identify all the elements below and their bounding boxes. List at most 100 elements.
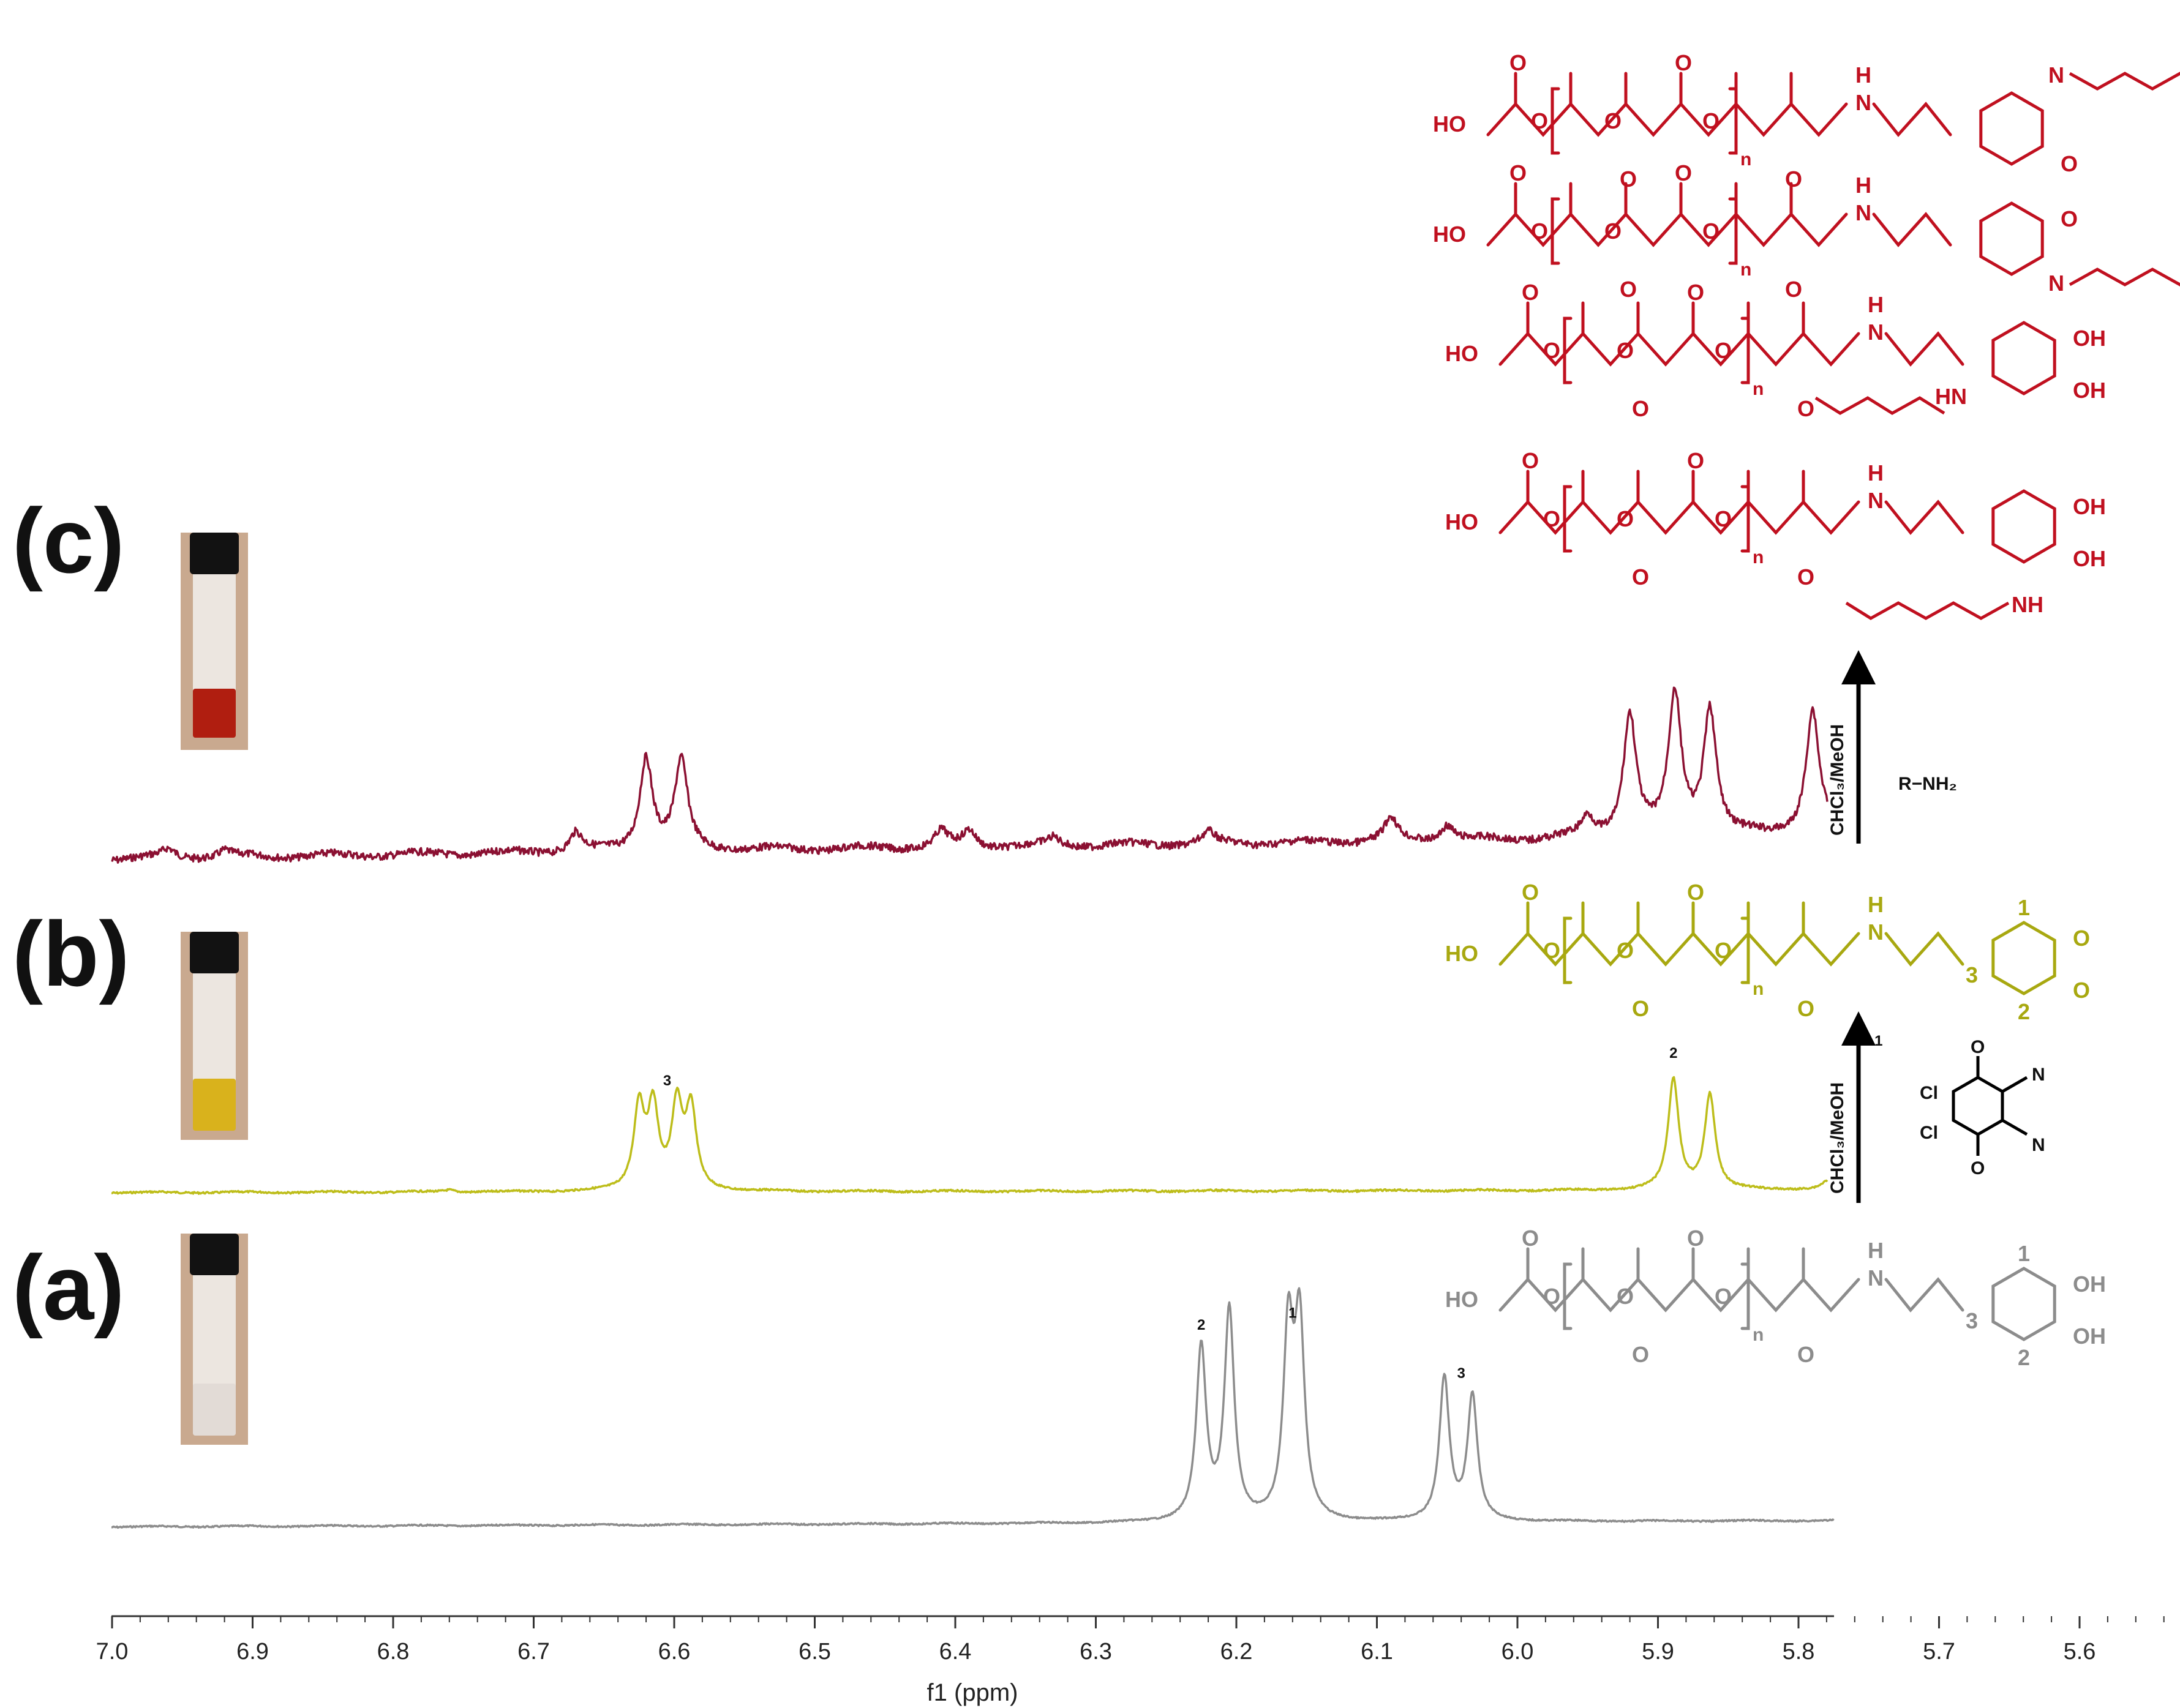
hydroxyl-label: HO: [1445, 341, 1478, 366]
structure-c3: HO n O O O O O O O NH OH OH HN: [1445, 280, 2106, 421]
ddq-ring: [1952, 1076, 2004, 1136]
panel-label-b: (b): [12, 902, 130, 1005]
peak-label-a-3: 3: [1457, 1365, 1465, 1382]
ring-position-3: 3: [1966, 962, 1978, 987]
amide-hydrogen: H: [1868, 892, 1884, 917]
quinone-oxygen: O: [2061, 206, 2078, 231]
amide-hydrogen: H: [1855, 173, 1871, 198]
ester-oxygen: O: [1715, 1284, 1732, 1309]
spectrum-a: [111, 1287, 1835, 1529]
repeat-subscript: n: [1753, 979, 1764, 999]
carbonyl-oxygen: O: [1632, 996, 1649, 1021]
repeat-bracket-left: [1563, 916, 1573, 984]
repeat-bracket-right: [1740, 1262, 1750, 1330]
x-tick-label-6.9: 6.9: [236, 1639, 269, 1665]
vial-photo-c: [181, 533, 248, 750]
structure-a: HO n O O O O O O O NH OH OH 1 3 2: [1445, 1226, 2106, 1370]
ethyl-linker: [1884, 1277, 1964, 1313]
repeat-subscript: n: [1753, 1325, 1764, 1345]
ddq-bond: [2001, 1076, 2028, 1093]
ddq-cl-bottom: Cl: [1920, 1123, 1938, 1143]
aromatic-ring: [1991, 321, 2056, 395]
repeat-bracket-left: [1563, 485, 1573, 553]
carbonyl-oxygen: O: [1509, 160, 1527, 185]
carbonyl-oxygen: O: [1797, 396, 1814, 421]
vial-liquid: [193, 1384, 236, 1436]
ester-oxygen: O: [1531, 219, 1548, 244]
aromatic-ring: [1991, 489, 2056, 564]
repeat-bracket-right: [1728, 197, 1738, 265]
spectrum-b: [111, 1076, 1829, 1195]
peak-label-a-1: 1: [1288, 1305, 1296, 1321]
peak-label-b-3: 3: [663, 1073, 671, 1089]
hydroxyl-label: HO: [1445, 941, 1478, 966]
vial-liquid: [193, 689, 236, 738]
amide-hydrogen: H: [1868, 1238, 1884, 1263]
hydroxyl-label: HO: [1445, 1287, 1478, 1312]
aromatic-ring: [1991, 921, 2056, 995]
quinone-oxygen: O: [2073, 978, 2090, 1003]
ring-position-1: 1: [2018, 1241, 2030, 1266]
structure-c4: HO n O O O O O O O NH OH OH NH: [1445, 448, 2106, 620]
repeat-subscript: n: [1740, 149, 1751, 170]
quinone-oxygen: O: [2073, 926, 2090, 951]
amide-nitrogen: N: [1868, 1265, 1884, 1290]
hydroxyl-label: HO: [1433, 222, 1466, 247]
spectrum-c: [111, 686, 1829, 864]
ester-oxygen: O: [1617, 1284, 1634, 1309]
amide-hydrogen: H: [1855, 62, 1871, 88]
carbonyl-oxygen: O: [1687, 280, 1704, 305]
carbonyl-oxygen: O: [1675, 50, 1692, 75]
ethyl-linker: [1872, 212, 1952, 247]
carbonyl-oxygen: O: [1632, 396, 1649, 421]
carbonyl-oxygen: O: [1620, 167, 1637, 192]
solvent-label-upper: CHCl₃/MeOH: [1827, 724, 1847, 836]
repeat-bracket-right: [1740, 317, 1750, 384]
carbonyl-oxygen: O: [1797, 564, 1814, 590]
ring-position-2: 2: [2018, 999, 2030, 1024]
carbonyl-oxygen: O: [1509, 50, 1527, 75]
amide-nitrogen: N: [1855, 90, 1871, 115]
vial-cap: [190, 1234, 239, 1275]
aromatic-ring: [1979, 91, 2044, 166]
x-tick-label-7.0: 7.0: [96, 1639, 129, 1665]
repeat-bracket-right: [1728, 87, 1738, 155]
x-tick-label-6.6: 6.6: [658, 1639, 691, 1665]
ester-oxygen: O: [1702, 108, 1720, 133]
carbonyl-oxygen: O: [1675, 160, 1692, 185]
hexyl-chain: [2069, 72, 2180, 91]
vial-liquid: [193, 1079, 236, 1131]
x-tick-label-6.0: 6.0: [1502, 1639, 1534, 1665]
amide-nitrogen: N: [1868, 920, 1884, 945]
repeat-subscript: n: [1753, 379, 1764, 399]
polymer-backbone: [1498, 931, 1860, 967]
amine-label: HN: [1935, 384, 1967, 409]
ester-oxygen: O: [1715, 506, 1732, 531]
x-tick-label-5.6: 5.6: [2064, 1639, 2096, 1665]
x-tick-label-6.8: 6.8: [377, 1639, 410, 1665]
ester-oxygen: O: [1715, 338, 1732, 363]
peak-label-b-2: 2: [1669, 1045, 1677, 1062]
amide-nitrogen: N: [1855, 200, 1871, 225]
x-axis: 7.0 6.9 6.8 6.7 6.6 6.5 6.4 6.3 6.2 6.1 6.0 5.9 5.8 5…: [96, 1615, 2165, 1665]
ddq-structure: [1952, 1056, 2028, 1156]
carbonyl-oxygen: O: [1632, 1342, 1649, 1367]
amine-label: NH: [2012, 592, 2043, 617]
vial-photo-b: [181, 932, 248, 1140]
ester-oxygen: O: [1702, 219, 1720, 244]
vial-cap: [190, 533, 239, 574]
hydroxyl-label: OH: [2073, 326, 2106, 351]
imine-nitrogen: N: [2048, 271, 2064, 296]
hydroxyl-label: OH: [2073, 378, 2106, 403]
ddq-bond: [2001, 1118, 2028, 1136]
ddq-cl-top: Cl: [1920, 1083, 1938, 1103]
hydroxyl-label: HO: [1433, 111, 1466, 137]
carbonyl-oxygen: O: [1687, 1226, 1704, 1251]
peak-labels-layer: 2 1 3 3 2 1: [663, 1033, 1883, 1382]
carbonyl-oxygen: O: [1522, 280, 1539, 305]
x-axis-title: f1 (ppm): [927, 1679, 1018, 1706]
